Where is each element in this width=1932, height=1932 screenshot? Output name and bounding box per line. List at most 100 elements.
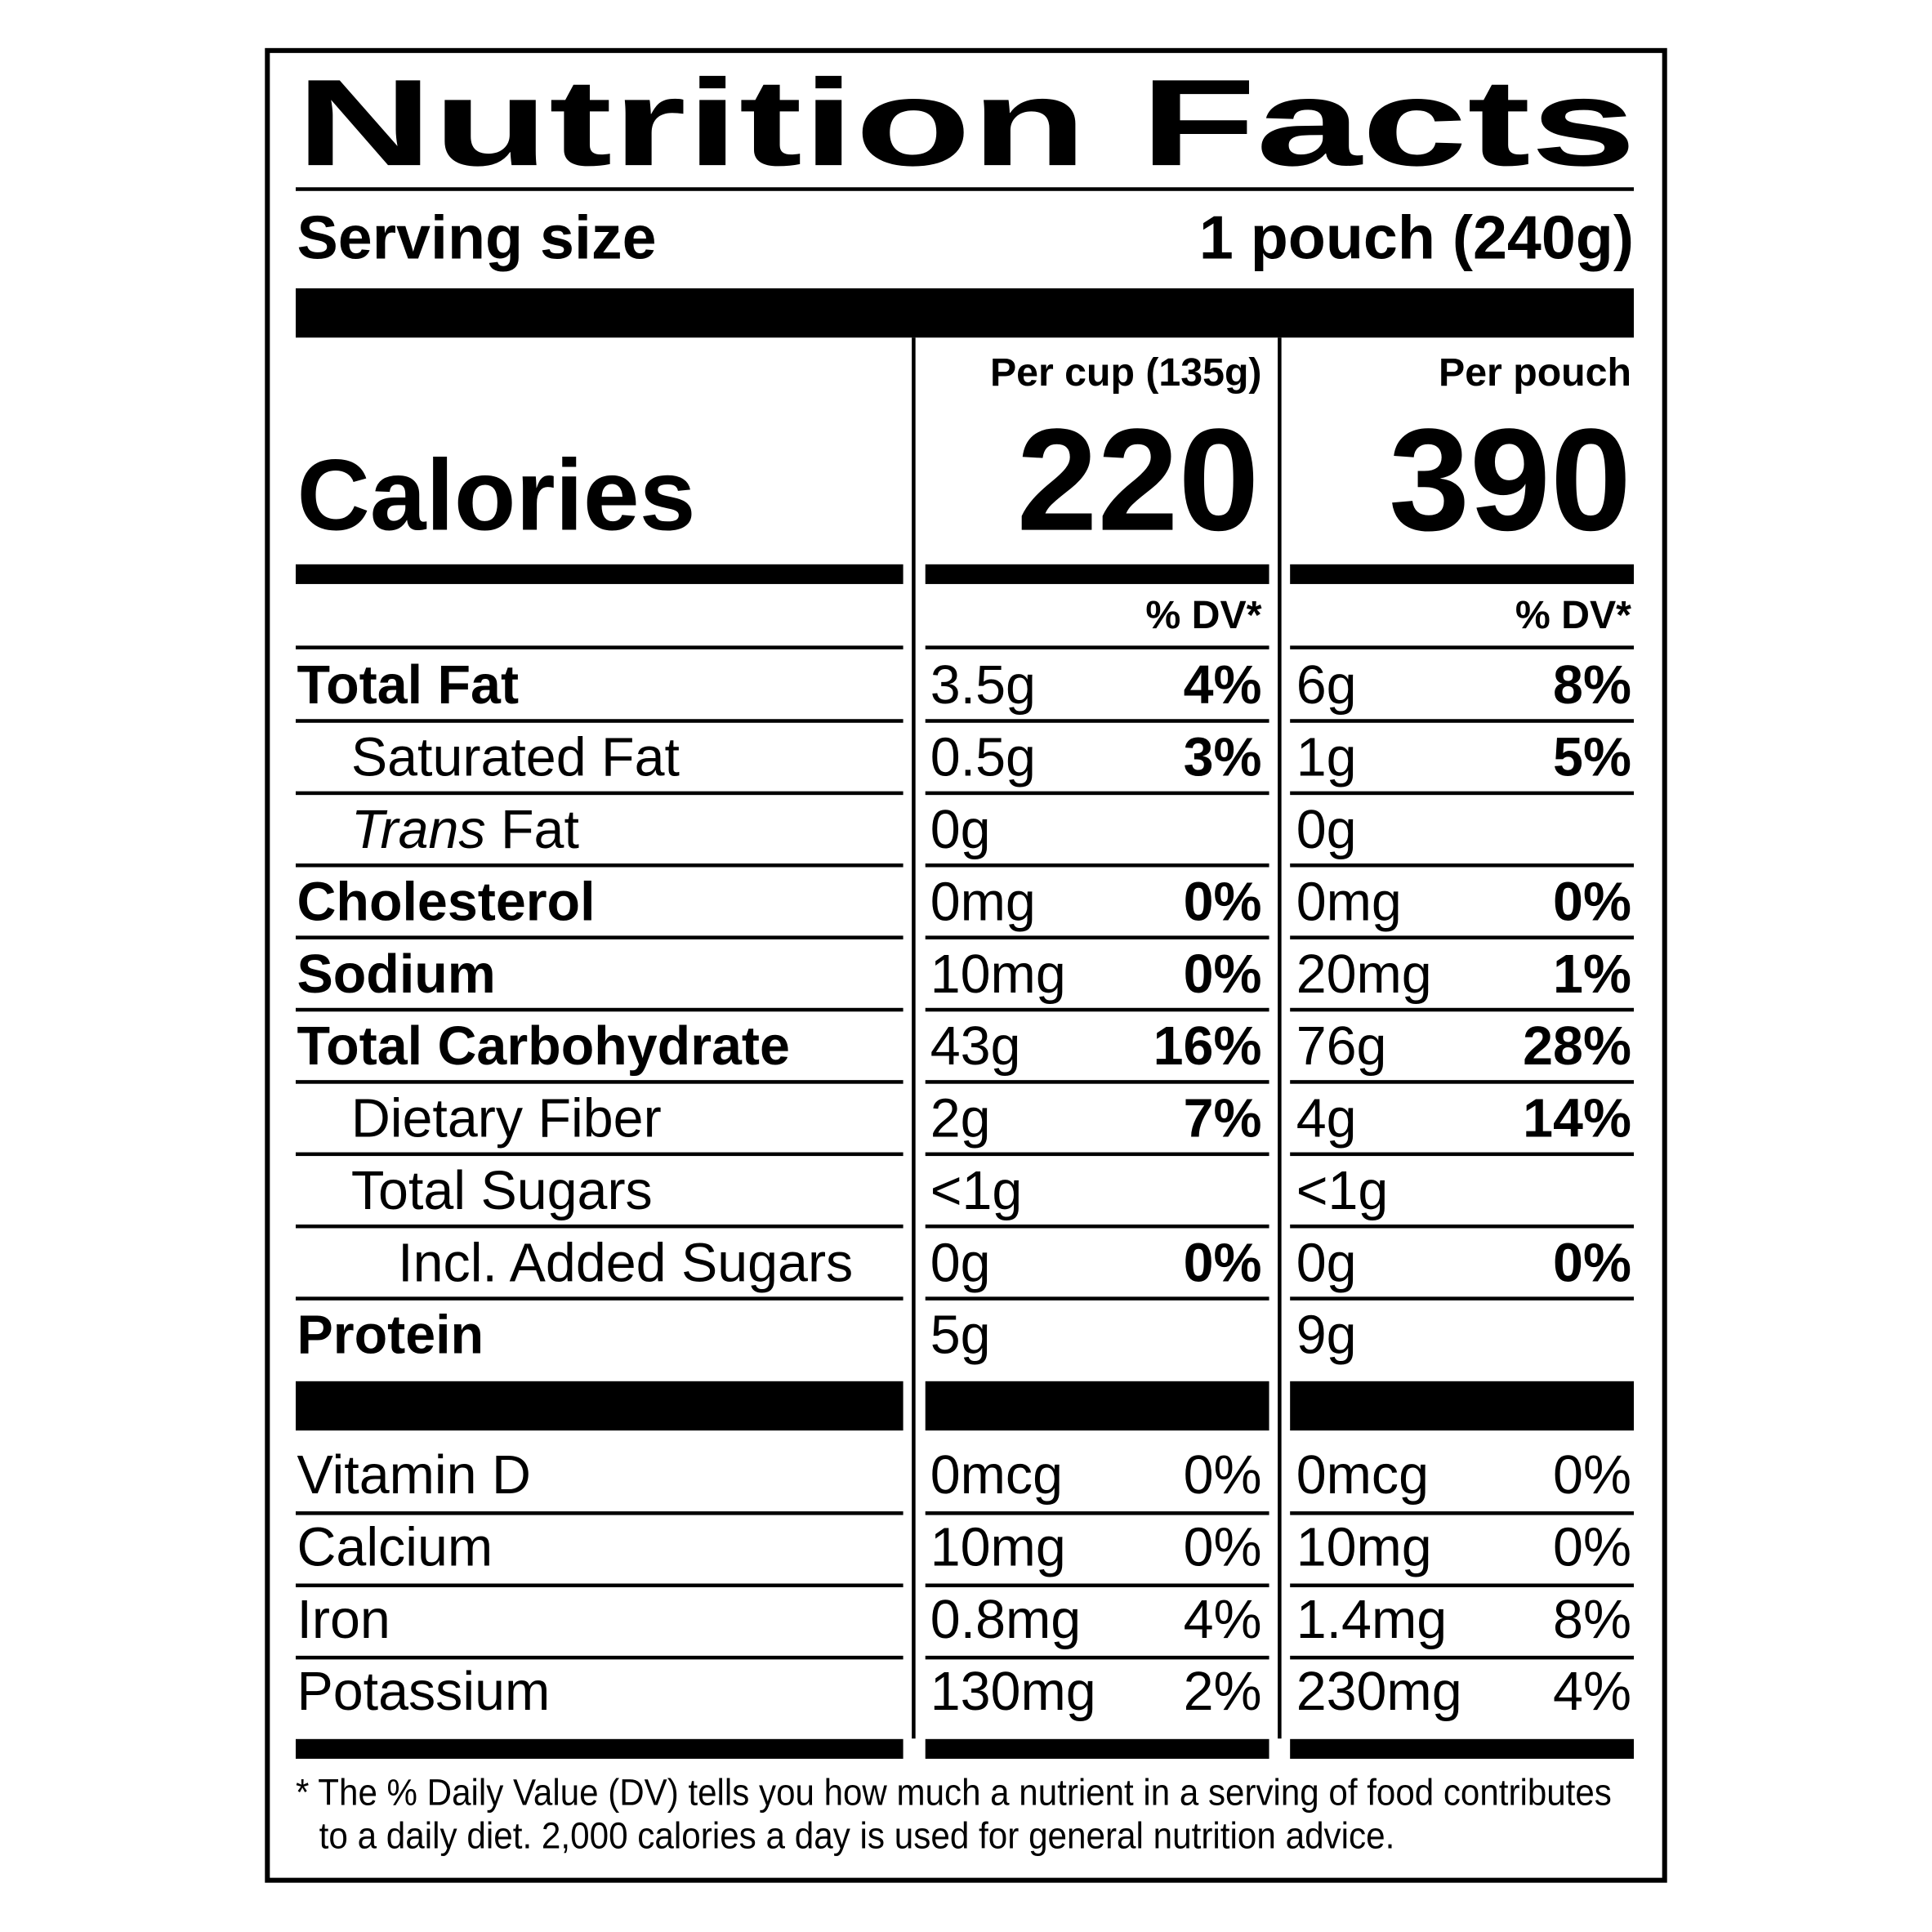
rule	[925, 1080, 1269, 1084]
amount: 43g	[930, 1016, 1021, 1077]
amount: 0.5g	[930, 728, 1036, 788]
rule	[1290, 719, 1634, 723]
rule	[295, 1511, 904, 1515]
column-header: Per cup (135g)	[990, 350, 1262, 395]
rule	[295, 935, 904, 939]
nutrient-name-text: Fat	[501, 800, 579, 860]
rule	[295, 1738, 904, 1759]
rule	[925, 1381, 1269, 1431]
amount: 10mg	[1296, 1517, 1432, 1577]
dv-header: % DV*	[1515, 593, 1631, 637]
serving-value: 1 pouch (240g)	[1199, 203, 1634, 272]
calories-value: 390	[1389, 399, 1631, 561]
rule	[1290, 935, 1634, 939]
nutrient-name: Total Sugars	[351, 1161, 653, 1221]
vitamin-name: Calcium	[297, 1517, 493, 1577]
amount: 0g	[1296, 800, 1357, 860]
amount: 130mg	[930, 1662, 1096, 1722]
rule	[925, 1224, 1269, 1229]
rule	[925, 1152, 1269, 1157]
daily-value: 0%	[1553, 1517, 1631, 1577]
daily-value: 0%	[1184, 872, 1262, 932]
rule	[295, 564, 904, 584]
daily-value: 4%	[1553, 1662, 1631, 1722]
daily-value: 8%	[1553, 1590, 1631, 1650]
amount: 0g	[1296, 1233, 1357, 1293]
rule	[925, 935, 1269, 939]
rule	[925, 863, 1269, 868]
rule	[1290, 1583, 1634, 1587]
rule	[1290, 1224, 1634, 1229]
rule	[295, 1655, 904, 1660]
nutrient-name: Sodium	[297, 944, 495, 1005]
nutrient-name: Saturated Fat	[351, 728, 680, 788]
rule	[1290, 1007, 1634, 1012]
rule	[1290, 1655, 1634, 1660]
rule	[925, 645, 1269, 649]
rule	[295, 863, 904, 868]
amount: <1g	[930, 1161, 1023, 1221]
daily-value: 3%	[1184, 728, 1262, 788]
rule	[925, 1296, 1269, 1301]
column-divider	[912, 337, 916, 1739]
serving-label: Serving size	[297, 203, 656, 272]
amount: 76g	[1296, 1016, 1387, 1077]
daily-value: 0%	[1184, 1517, 1262, 1577]
amount: 0mg	[930, 872, 1036, 932]
rule	[1290, 645, 1634, 649]
rule	[295, 719, 904, 723]
rule	[925, 1511, 1269, 1515]
daily-value: 7%	[1184, 1089, 1262, 1149]
daily-value: 4%	[1184, 655, 1262, 716]
daily-value: 0%	[1184, 944, 1262, 1005]
daily-value: 8%	[1553, 655, 1631, 716]
amount: 0g	[930, 1233, 991, 1293]
amount: 6g	[1296, 655, 1357, 716]
daily-value: 5%	[1553, 728, 1631, 788]
column-header: Per pouch	[1439, 350, 1631, 395]
daily-value: 0%	[1184, 1445, 1262, 1506]
daily-value: 2%	[1184, 1662, 1262, 1722]
daily-value: 4%	[1184, 1590, 1262, 1650]
amount: 1.4mg	[1296, 1590, 1447, 1650]
amount: <1g	[1296, 1161, 1389, 1221]
rule	[1290, 863, 1634, 868]
rule	[1290, 1080, 1634, 1084]
title: Nutrition Facts	[296, 53, 1636, 191]
amount: 20mg	[1296, 944, 1432, 1005]
rule	[1290, 1381, 1634, 1431]
daily-value: 14%	[1523, 1089, 1631, 1149]
nutrient-name: Dietary Fiber	[351, 1089, 662, 1149]
rule	[925, 1007, 1269, 1012]
vitamin-name: Vitamin D	[297, 1445, 530, 1506]
rule	[295, 645, 904, 649]
rule	[925, 719, 1269, 723]
rule	[925, 1738, 1269, 1759]
amount: 0mg	[1296, 872, 1402, 932]
rule	[925, 791, 1269, 796]
rule	[1290, 1296, 1634, 1301]
rule	[1290, 564, 1634, 584]
amount: 5g	[930, 1305, 991, 1366]
nutrient-name: Protein	[297, 1305, 484, 1366]
footnote: to a daily diet. 2,000 calories a day is…	[319, 1814, 1395, 1856]
rule	[295, 1007, 904, 1012]
amount: 0g	[930, 800, 991, 860]
rule	[925, 1583, 1269, 1587]
nutrient-name: Total Fat	[297, 655, 519, 716]
daily-value: 28%	[1523, 1016, 1631, 1077]
amount: 0.8mg	[930, 1590, 1081, 1650]
amount: 0mcg	[930, 1445, 1063, 1506]
vitamin-name: Iron	[297, 1590, 390, 1650]
amount: 10mg	[930, 944, 1066, 1005]
amount: 9g	[1296, 1305, 1357, 1366]
amount: 4g	[1296, 1089, 1357, 1149]
daily-value: 0%	[1184, 1233, 1262, 1293]
nutrient-name-italic: Trans	[351, 800, 486, 860]
rule	[295, 1381, 904, 1431]
nutrient-name: Cholesterol	[297, 872, 595, 932]
nutrient-name: Incl. Added Sugars	[398, 1233, 853, 1293]
daily-value: 16%	[1153, 1016, 1262, 1077]
